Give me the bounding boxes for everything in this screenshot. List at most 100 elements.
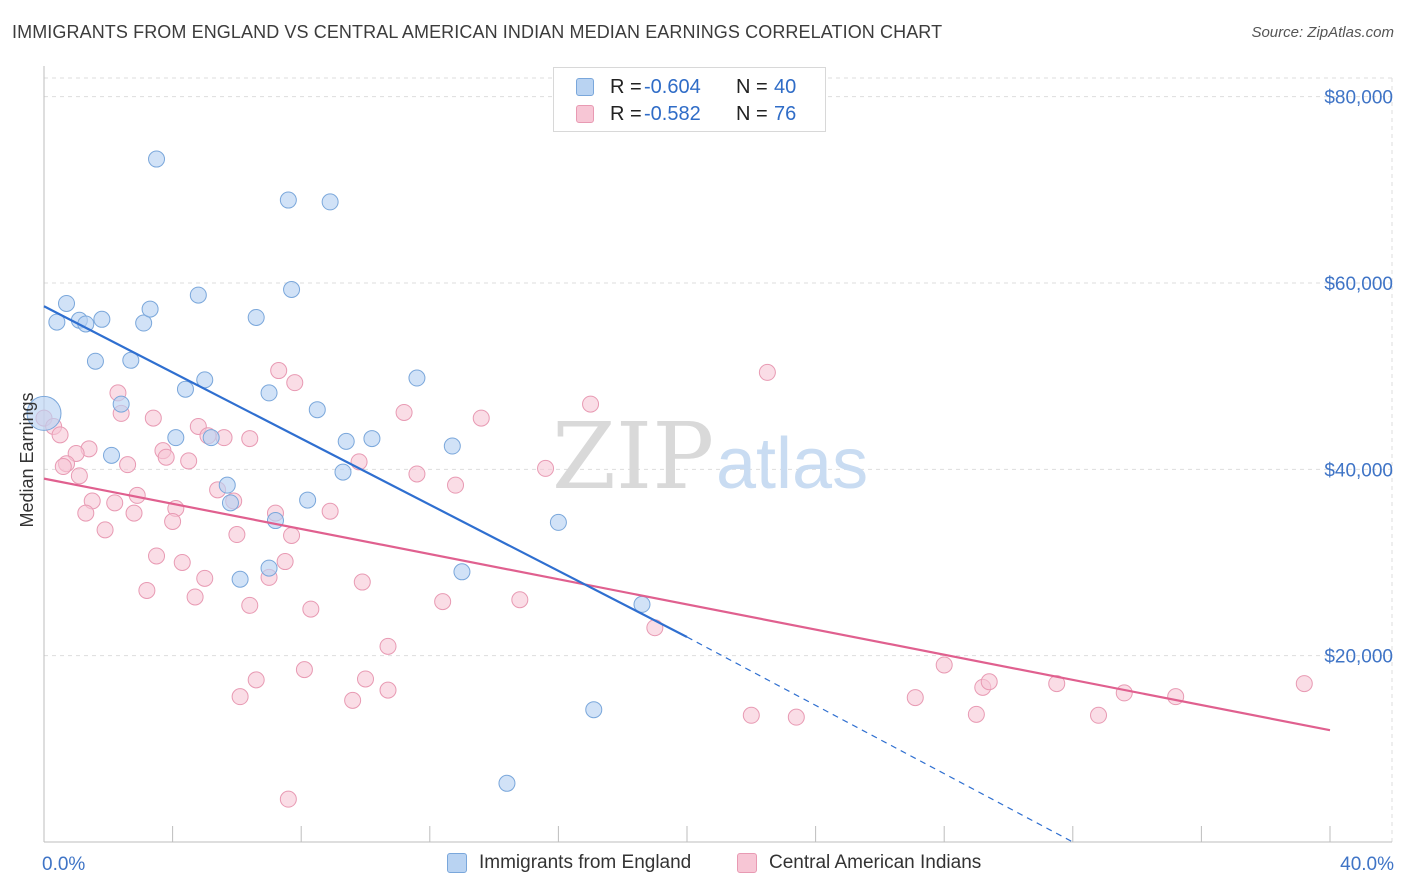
legend-swatch-blue <box>447 853 467 873</box>
data-point-central-american <box>241 596 259 614</box>
data-point-england <box>266 512 284 530</box>
data-point-central-american <box>395 403 413 421</box>
legend-n-value: 40 <box>774 75 797 98</box>
data-point-central-american <box>906 689 924 707</box>
data-point-central-american <box>646 619 664 637</box>
legend-swatch-pink <box>737 853 757 873</box>
data-point-central-american <box>511 591 529 609</box>
data-point-central-american <box>180 452 198 470</box>
data-point-central-american <box>283 526 301 544</box>
data-point-england <box>585 701 603 719</box>
y-tick-label: $20,000 <box>1324 647 1393 668</box>
data-point-central-american <box>279 790 297 808</box>
data-point-england <box>202 429 220 447</box>
legend-row-england: R = -0.604 N = 40 <box>576 76 796 98</box>
data-point-england <box>299 491 317 509</box>
data-point-central-american <box>434 593 452 611</box>
data-point-central-american <box>119 456 137 474</box>
data-point-central-american <box>353 573 371 591</box>
data-point-central-american <box>1048 675 1066 693</box>
data-point-england <box>103 446 121 464</box>
legend-label-central-american: Central American Indians <box>769 852 982 873</box>
data-point-central-american <box>173 553 191 571</box>
data-point-england <box>498 774 516 792</box>
data-point-england <box>122 351 140 369</box>
data-point-central-american <box>270 362 288 380</box>
legend-r-value: -0.582 <box>644 102 701 125</box>
data-point-central-american <box>357 670 374 688</box>
data-point-central-american <box>408 465 426 483</box>
data-point-central-american <box>125 504 143 522</box>
watermark-atlas: atlas <box>716 424 868 504</box>
legend-label-england: Immigrants from England <box>479 852 692 873</box>
chart-title: IMMIGRANTS FROM ENGLAND VS CENTRAL AMERI… <box>12 22 943 42</box>
data-point-central-american <box>321 502 339 520</box>
data-point-england <box>260 559 278 577</box>
data-point-central-american <box>967 705 985 723</box>
data-point-england <box>135 314 153 332</box>
data-point-england <box>337 432 355 450</box>
data-point-central-american <box>138 581 156 599</box>
correlation-legend: R = -0.604 N = 40 R = -0.582 N = 76 <box>553 67 826 132</box>
data-point-central-american <box>935 656 953 674</box>
x-tick-label-max: 40.0% <box>1340 854 1394 875</box>
watermark: ZIP atlas <box>552 403 868 510</box>
data-point-central-american <box>228 526 246 544</box>
data-point-england <box>408 369 426 387</box>
data-point-england <box>321 193 339 211</box>
watermark-zip: ZIP <box>552 403 714 510</box>
data-point-central-american <box>1115 684 1133 702</box>
data-point-central-american <box>472 409 490 427</box>
data-point-england <box>453 563 471 581</box>
data-point-england <box>176 380 194 398</box>
legend-r-label: R = <box>610 102 642 125</box>
legend-n-value: 76 <box>774 102 797 125</box>
data-point-england <box>549 513 567 531</box>
data-point-central-american <box>186 588 204 606</box>
data-point-central-american <box>148 547 166 565</box>
series-immigrants-from-england <box>26 150 651 792</box>
x-tick-label-min: 0.0% <box>42 854 85 875</box>
data-point-england <box>260 384 278 402</box>
data-point-england <box>148 150 166 168</box>
data-point-central-american <box>196 569 214 587</box>
legend-r-label: R = <box>610 75 642 98</box>
data-point-central-american <box>344 691 362 709</box>
data-point-central-american <box>295 661 313 679</box>
axis-labels: $20,000 $40,000 $60,000 $80,000 0.0% 40.0% Med… <box>17 88 1394 875</box>
data-point-central-american <box>77 504 95 522</box>
data-point-central-american <box>96 521 114 539</box>
legend-swatch-blue <box>576 78 594 96</box>
data-point-central-american <box>537 459 555 477</box>
data-point-england <box>363 430 381 448</box>
data-point-england <box>283 280 301 298</box>
data-point-england <box>334 463 352 481</box>
data-point-central-american <box>70 467 88 485</box>
data-point-central-american <box>51 426 69 444</box>
data-point-england <box>308 401 326 419</box>
data-point-england <box>443 437 461 455</box>
data-point-central-american <box>241 430 259 448</box>
y-axis-title: Median Earnings <box>17 392 37 527</box>
legend-n-label: N = <box>736 102 768 125</box>
data-point-central-american <box>157 448 175 466</box>
data-point-england <box>86 352 104 370</box>
data-point-england <box>189 286 207 304</box>
legend-row-central-american: R = -0.582 N = 76 <box>576 103 796 125</box>
data-point-central-american <box>276 553 294 571</box>
data-point-central-american <box>286 374 304 392</box>
legend-r-value: -0.604 <box>644 75 701 98</box>
data-point-england <box>112 395 130 413</box>
source-label: Source: ZipAtlas.com <box>1251 24 1394 41</box>
data-point-central-american <box>302 600 320 618</box>
y-tick-label: $40,000 <box>1324 460 1393 481</box>
y-tick-label: $80,000 <box>1324 88 1393 109</box>
data-point-england <box>221 494 239 512</box>
data-point-central-american <box>379 637 397 655</box>
axes <box>43 66 1392 843</box>
data-point-central-american <box>980 673 998 691</box>
data-point-central-american <box>787 708 805 726</box>
data-point-central-american <box>1090 706 1108 724</box>
data-point-central-american <box>379 681 397 699</box>
data-point-england <box>218 476 236 494</box>
